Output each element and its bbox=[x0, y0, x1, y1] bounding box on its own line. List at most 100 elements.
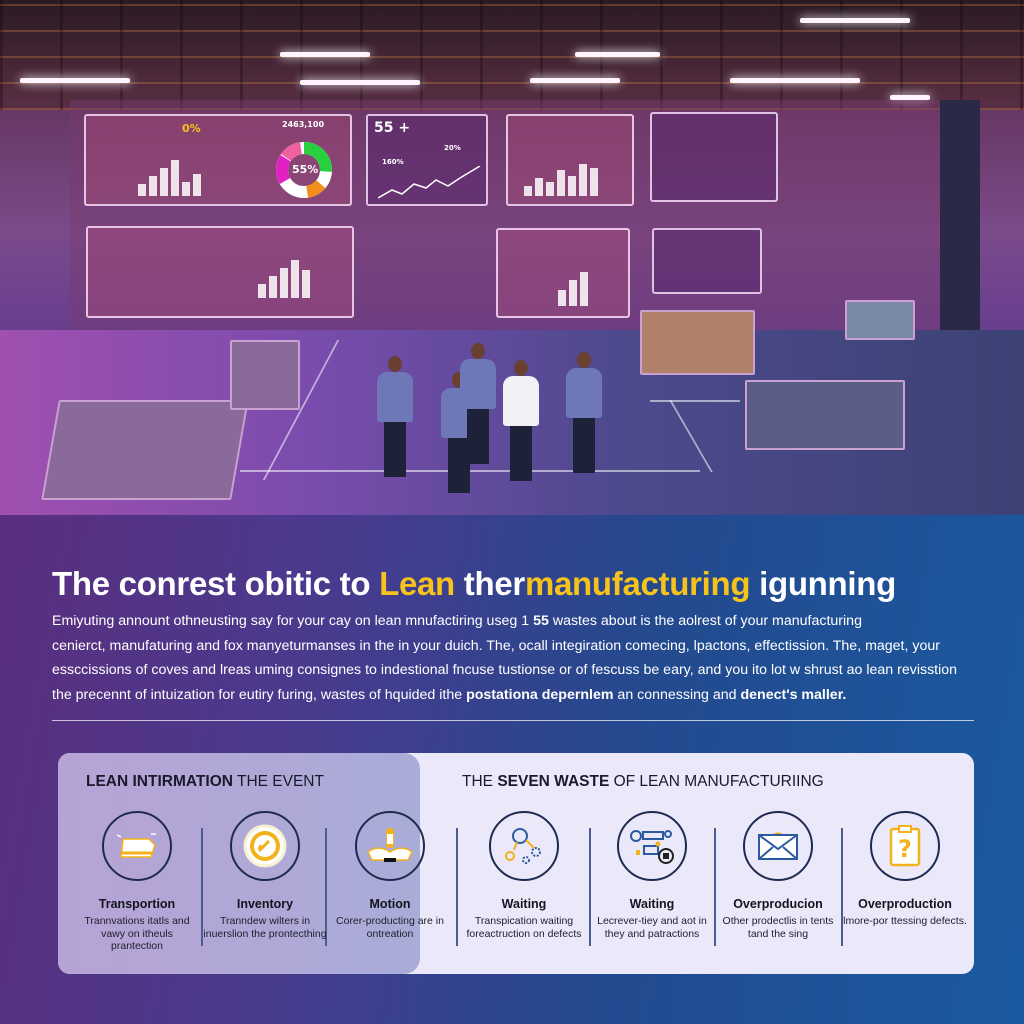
headline-stat: 55 + bbox=[374, 120, 411, 136]
network-gears-icon bbox=[489, 811, 559, 881]
item-title: Inventory bbox=[236, 897, 294, 911]
bold-text: postationa depernlem bbox=[466, 686, 614, 703]
column-separator bbox=[841, 828, 843, 946]
stat-a: 160% bbox=[382, 158, 404, 166]
worker bbox=[377, 356, 413, 477]
divider bbox=[52, 720, 974, 721]
text: THE EVENT bbox=[232, 773, 324, 790]
line-chart bbox=[378, 166, 481, 199]
item-description: Trannvations itatls and vawy on itheuls … bbox=[84, 915, 190, 952]
waste-card: LEAN INTIRMATION THE EVENT THE SEVEN WAS… bbox=[58, 753, 974, 974]
envelope-icon bbox=[743, 811, 813, 881]
item-title: Motion bbox=[369, 897, 411, 911]
waste-item-motion: Motion Corer-producting are in ontreatio… bbox=[327, 811, 453, 940]
ceiling-light bbox=[530, 78, 620, 83]
left-section-title: LEAN INTIRMATION THE EVENT bbox=[86, 773, 324, 791]
dashboard-panel-2: 55 + 160% 20% bbox=[366, 114, 488, 206]
bar-chart bbox=[524, 164, 598, 196]
donut-label: 55% bbox=[292, 163, 319, 176]
info-section: The conrest obitic to Lean thermanufactu… bbox=[0, 515, 1024, 1024]
ceiling-light bbox=[730, 78, 860, 83]
column-separator bbox=[201, 828, 203, 946]
item-description: Lecrever-tiey and aot in they and patrac… bbox=[597, 915, 707, 940]
dashboard-panel-6 bbox=[496, 228, 630, 318]
text: the precennt of intuization for eutiry f… bbox=[52, 686, 467, 703]
pallet-stack bbox=[640, 310, 755, 375]
waste-item-inventory: Inventory Tranndew wilters in inuerslion… bbox=[202, 811, 328, 940]
waste-item-waiting-1: Waiting Transpication waiting foreactruc… bbox=[461, 811, 587, 940]
text: an connessing and bbox=[613, 686, 741, 703]
item-title: Waiting bbox=[501, 897, 547, 911]
machine bbox=[845, 300, 915, 340]
svg-text:?: ? bbox=[898, 835, 912, 863]
intro-line: the precennt of intuization for eutiry f… bbox=[52, 683, 982, 708]
intro-line: essccissions of coves and lreas uming co… bbox=[52, 662, 958, 678]
ceiling-light bbox=[800, 18, 910, 23]
bold-text: 55 bbox=[533, 613, 549, 629]
ceiling bbox=[0, 0, 1024, 110]
ceiling-light bbox=[300, 80, 420, 85]
column-separator bbox=[325, 828, 327, 946]
title-text: igunning bbox=[750, 565, 896, 602]
ceiling-light bbox=[280, 52, 370, 57]
truck-icon bbox=[102, 811, 172, 881]
bar-chart bbox=[258, 260, 310, 298]
title-highlight: Lean bbox=[379, 565, 455, 602]
mezzanine-wall bbox=[70, 100, 960, 330]
floor-line bbox=[240, 470, 700, 472]
title-text: The conrest obitic to bbox=[52, 565, 380, 602]
column-separator bbox=[456, 828, 458, 946]
process-flow-icon bbox=[617, 811, 687, 881]
item-title: Overproducion bbox=[733, 897, 823, 911]
ceiling-light bbox=[890, 95, 930, 100]
dashboard-panel-7 bbox=[652, 228, 762, 294]
text: OF LEAN MANUFACTURIING bbox=[609, 773, 824, 790]
floor-line bbox=[650, 400, 740, 402]
question-clipboard-icon: ? bbox=[870, 811, 940, 881]
workbench bbox=[230, 340, 300, 410]
item-description: Transpication waiting foreactruction on … bbox=[466, 915, 582, 940]
floor-line bbox=[669, 400, 713, 472]
item-description: Other prodectlis in tents tand the sing bbox=[722, 915, 834, 940]
stat-b: 20% bbox=[444, 144, 461, 152]
ceiling-light bbox=[20, 78, 130, 83]
text: wastes about is the aolrest of your manu… bbox=[548, 613, 862, 629]
item-description: Tranndew wilters in inuerslion the pront… bbox=[203, 915, 327, 940]
workbench bbox=[745, 380, 905, 450]
donut-chart bbox=[275, 142, 332, 199]
title-text: ther bbox=[454, 565, 525, 602]
bold-text: denect's maller. bbox=[740, 686, 847, 703]
item-description: lmore-por ttessing defects. bbox=[843, 915, 967, 927]
waste-item-overproduction-1: Overproducion Other prodectlis in tents … bbox=[715, 811, 841, 940]
percent-badge: 0% bbox=[182, 122, 201, 135]
column-separator bbox=[589, 828, 591, 946]
waste-item-overproduction-2: ? Overproduction lmore-por ttessing defe… bbox=[842, 811, 968, 928]
bold-text: SEVEN WASTE bbox=[497, 773, 610, 790]
factory-scene-illustration: 0% 2463,100 55% 55 + 160% 20% bbox=[0, 0, 1024, 515]
title-highlight: manufacturing bbox=[524, 565, 751, 602]
page-title: The conrest obitic to Lean thermanufactu… bbox=[52, 565, 896, 603]
column-separator bbox=[714, 828, 716, 946]
dashboard-panel-5 bbox=[86, 226, 354, 318]
right-section-title: THE SEVEN WASTE OF LEAN MANUFACTURIING bbox=[462, 773, 824, 791]
bar-chart bbox=[558, 272, 588, 306]
dashboard-panel-1: 0% 2463,100 55% bbox=[84, 114, 352, 206]
dashboard-panel-4 bbox=[650, 112, 778, 202]
worker bbox=[460, 343, 496, 464]
item-title: Transportion bbox=[98, 897, 176, 911]
worker bbox=[503, 360, 539, 481]
text: THE bbox=[462, 773, 498, 790]
text: Emiyuting annount othneusting say for yo… bbox=[52, 613, 534, 629]
waste-item-waiting-2: Waiting Lecrever-tiey and aot in they an… bbox=[589, 811, 715, 940]
waste-item-transport: Transportion Trannvations itatls and vaw… bbox=[74, 811, 200, 953]
bar-chart bbox=[138, 160, 201, 196]
bold-text: LEAN INTIRMATION bbox=[86, 773, 233, 790]
ceiling-light bbox=[575, 52, 660, 57]
worker bbox=[566, 352, 602, 473]
item-title: Waiting bbox=[629, 897, 675, 911]
intro-line: Emiyuting annount othneusting say for yo… bbox=[52, 609, 982, 634]
intro-line: cenierct, manufaturing and fox manyeturm… bbox=[52, 637, 940, 654]
item-title: Overproduction bbox=[858, 897, 952, 911]
counter-value: 2463,100 bbox=[282, 120, 325, 129]
dashboard-panel-3 bbox=[506, 114, 634, 206]
